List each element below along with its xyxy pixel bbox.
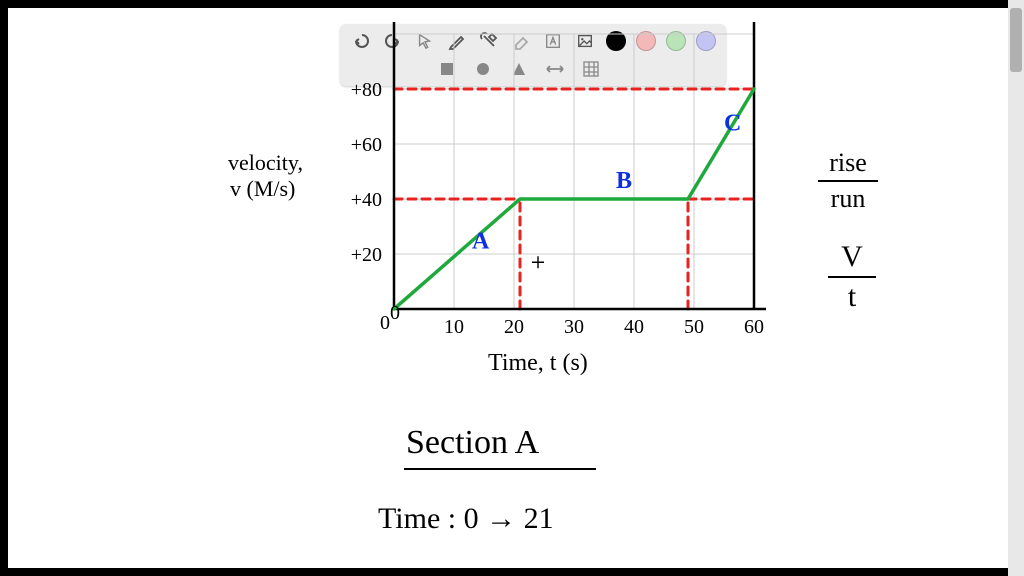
velocity-time-chart: A B C 10 20 30 40 50 60 +20 +40 +60 +80 00 (322, 16, 772, 336)
y-axis-label-1: velocity, (228, 150, 303, 176)
rise-label: rise (829, 148, 867, 178)
svg-text:20: 20 (504, 316, 524, 336)
fraction-line-1 (818, 180, 878, 182)
x-axis-label: Time, t (s) (488, 350, 588, 377)
fraction-line-2 (828, 276, 876, 278)
svg-text:0: 0 (390, 302, 400, 324)
svg-text:+80: +80 (351, 79, 382, 101)
rise-over-run: rise run (818, 148, 878, 214)
vertical-scrollbar[interactable] (1008, 0, 1024, 576)
section-underline (404, 468, 596, 470)
svg-text:10: 10 (444, 316, 464, 336)
section-title: Section A (406, 424, 539, 462)
svg-text:40: 40 (624, 316, 644, 336)
svg-text:30: 30 (564, 316, 584, 336)
section-time-line: Time : 0 → 21 (378, 502, 554, 536)
svg-text:0: 0 (380, 312, 390, 334)
scrollbar-thumb[interactable] (1010, 8, 1022, 72)
svg-text:+40: +40 (351, 189, 382, 211)
whiteboard-canvas[interactable]: ABC102030405060+20+40+60+8000 velocity, … (8, 8, 1008, 568)
run-label: run (831, 184, 866, 214)
svg-text:C: C (724, 110, 741, 136)
svg-text:50: 50 (684, 316, 704, 336)
v-over-t: V t (828, 240, 876, 314)
svg-text:+60: +60 (351, 134, 382, 156)
svg-text:A: A (472, 229, 490, 255)
svg-text:60: 60 (744, 316, 764, 336)
t-label: t (848, 280, 856, 314)
v-label: V (841, 240, 863, 274)
svg-text:B: B (616, 168, 632, 194)
y-axis-label-2: v (M/s) (230, 176, 295, 202)
svg-text:+20: +20 (351, 244, 382, 266)
